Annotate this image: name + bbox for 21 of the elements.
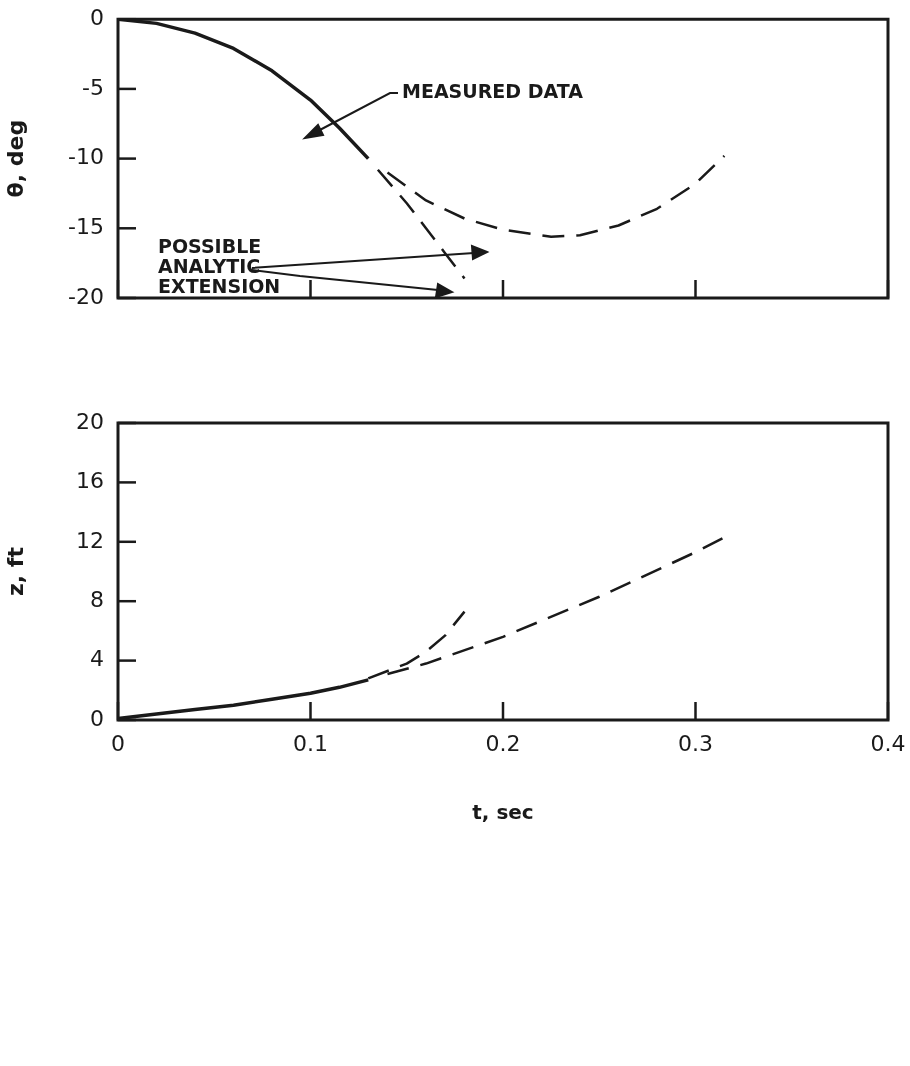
x-tick-label: 0.3 — [678, 730, 713, 756]
x-axis-title: t, sec — [472, 800, 534, 825]
y-tick-label: 0 — [90, 705, 104, 731]
y-tick-label: -15 — [68, 214, 104, 240]
x-tick-label: 0 — [111, 730, 125, 756]
y-tick-label: -5 — [82, 74, 104, 100]
y-tick-label: 16 — [76, 468, 104, 494]
y-axis-title: θ, deg — [2, 119, 28, 198]
y-tick-label: -10 — [68, 144, 104, 170]
y-tick-label: 20 — [76, 408, 104, 434]
x-tick-label: 0.4 — [870, 730, 906, 756]
y-tick-label: 0 — [90, 4, 104, 30]
x-tick-label: 0.1 — [293, 730, 328, 756]
annotation: POSSIBLE ANALYTIC EXTENSION — [158, 234, 281, 297]
y-axis-title: z, ft — [2, 546, 28, 596]
y-tick-label: -20 — [68, 283, 104, 309]
x-tick-label: 0.2 — [485, 730, 521, 756]
y-tick-label: 8 — [90, 586, 104, 612]
annotation: MEASURED DATA — [402, 79, 584, 102]
y-tick-label: 12 — [76, 527, 104, 553]
y-tick-label: 4 — [90, 646, 104, 672]
